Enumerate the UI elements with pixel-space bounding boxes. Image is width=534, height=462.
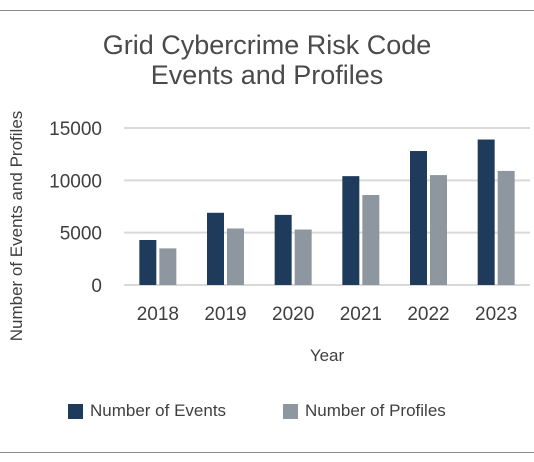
x-axis-label: Year (310, 346, 345, 365)
bar-events-2020 (274, 214, 292, 285)
legend-swatch-events (68, 403, 83, 419)
top-rule (0, 10, 534, 11)
x-tick-label-2023: 2023 (475, 304, 517, 325)
bar-profiles-2021 (362, 194, 380, 285)
chart-title-line-1: Grid Cybercrime Risk Code (102, 30, 432, 60)
bar-events-2022 (410, 151, 427, 285)
x-tick-label-2021: 2021 (340, 304, 382, 325)
x-tick-label-2019: 2019 (204, 304, 246, 325)
legend-label-events: Number of Events (90, 401, 227, 420)
bar-profiles-2023 (497, 170, 515, 285)
legend-item-profiles: Number of Profiles (283, 401, 446, 421)
y-tick-label-0: 0 (91, 276, 102, 297)
bottom-rule (0, 452, 534, 453)
y-tick-label-10000: 10000 (49, 171, 102, 192)
chart-title-line-2: Events and Profiles (150, 60, 384, 90)
bar-events-2018 (139, 239, 157, 285)
bar-events-2023 (477, 139, 495, 285)
y-tick-label-5000: 5000 (60, 224, 102, 245)
x-tick-label-2020: 2020 (272, 304, 314, 325)
legend-item-events: Number of Events (68, 401, 226, 421)
x-tick-label-2022: 2022 (407, 304, 449, 325)
bar-events-2019 (207, 212, 224, 285)
y-tick-label-15000: 15000 (49, 119, 102, 140)
bar-chart: 0 5000 10000 15000 2018 2019 2020 2021 2022 2023 Y… (7, 111, 530, 365)
y-axis-label: Number of Events and Profiles (7, 111, 26, 342)
bar-profiles-2018 (159, 248, 177, 285)
bar-profiles-2020 (294, 229, 312, 285)
legend: Number of Events Number of Profiles (0, 401, 534, 425)
bar-events-2021 (342, 176, 360, 285)
legend-label-profiles: Number of Profiles (305, 401, 446, 420)
bar-profiles-2022 (430, 175, 447, 285)
bar-profiles-2019 (227, 228, 244, 285)
legend-swatch-profiles (283, 403, 298, 419)
x-tick-label-2018: 2018 (137, 304, 179, 325)
